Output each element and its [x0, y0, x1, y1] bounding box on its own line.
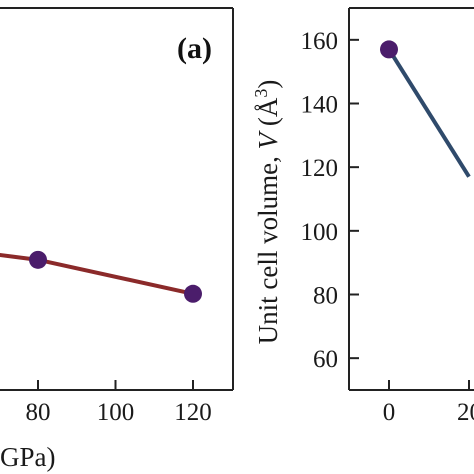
- left-panel-x-tick-label: 80: [26, 399, 51, 426]
- left-panel-data-point: [184, 284, 202, 303]
- left-panel-series: [0, 250, 202, 303]
- y-axis-title-superscript: 3: [251, 89, 271, 98]
- left-panel-x-tick-label: 100: [97, 399, 135, 426]
- left-panel-data-point: [29, 250, 47, 269]
- right-panel-y-axis-title: Unit cell volume, V (Å3): [251, 80, 283, 345]
- right-panel: 160 140 120 100 80 60 0 20 Unit cell volume, V…: [251, 7, 474, 426]
- right-panel-series-line: [387, 48, 471, 178]
- right-panel-y-tick-label: 160: [301, 28, 339, 55]
- left-panel-series-line: [0, 252, 194, 296]
- right-panel-data-point: [380, 40, 398, 59]
- left-panel-x-ticks: 80 100 120: [26, 380, 212, 426]
- right-panel-series: [380, 40, 471, 178]
- y-axis-title-unit: (Å: [253, 97, 283, 133]
- right-panel-x-ticks: 0 20: [383, 380, 474, 426]
- left-panel: 80 100 120 (a) GPa): [0, 7, 234, 472]
- right-panel-x-tick-label: 20: [457, 399, 474, 426]
- right-panel-y-tick-label: 60: [313, 346, 338, 373]
- y-axis-title-main: Unit cell volume,: [253, 149, 283, 344]
- right-panel-y-ticks: 160 140 120 100 80 60: [301, 28, 359, 373]
- left-panel-x-axis-title: GPa): [0, 442, 56, 472]
- right-panel-y-tick-label: 100: [301, 219, 339, 246]
- y-axis-title-close: ): [253, 80, 283, 89]
- right-panel-y-tick-label: 80: [313, 283, 338, 310]
- right-panel-x-tick-label: 0: [383, 399, 396, 426]
- right-panel-y-tick-label: 120: [301, 155, 339, 182]
- right-panel-y-tick-label: 140: [301, 92, 339, 119]
- panel-label: (a): [177, 32, 212, 65]
- y-axis-title-variable: V: [253, 129, 283, 149]
- left-panel-x-tick-label: 120: [174, 399, 212, 426]
